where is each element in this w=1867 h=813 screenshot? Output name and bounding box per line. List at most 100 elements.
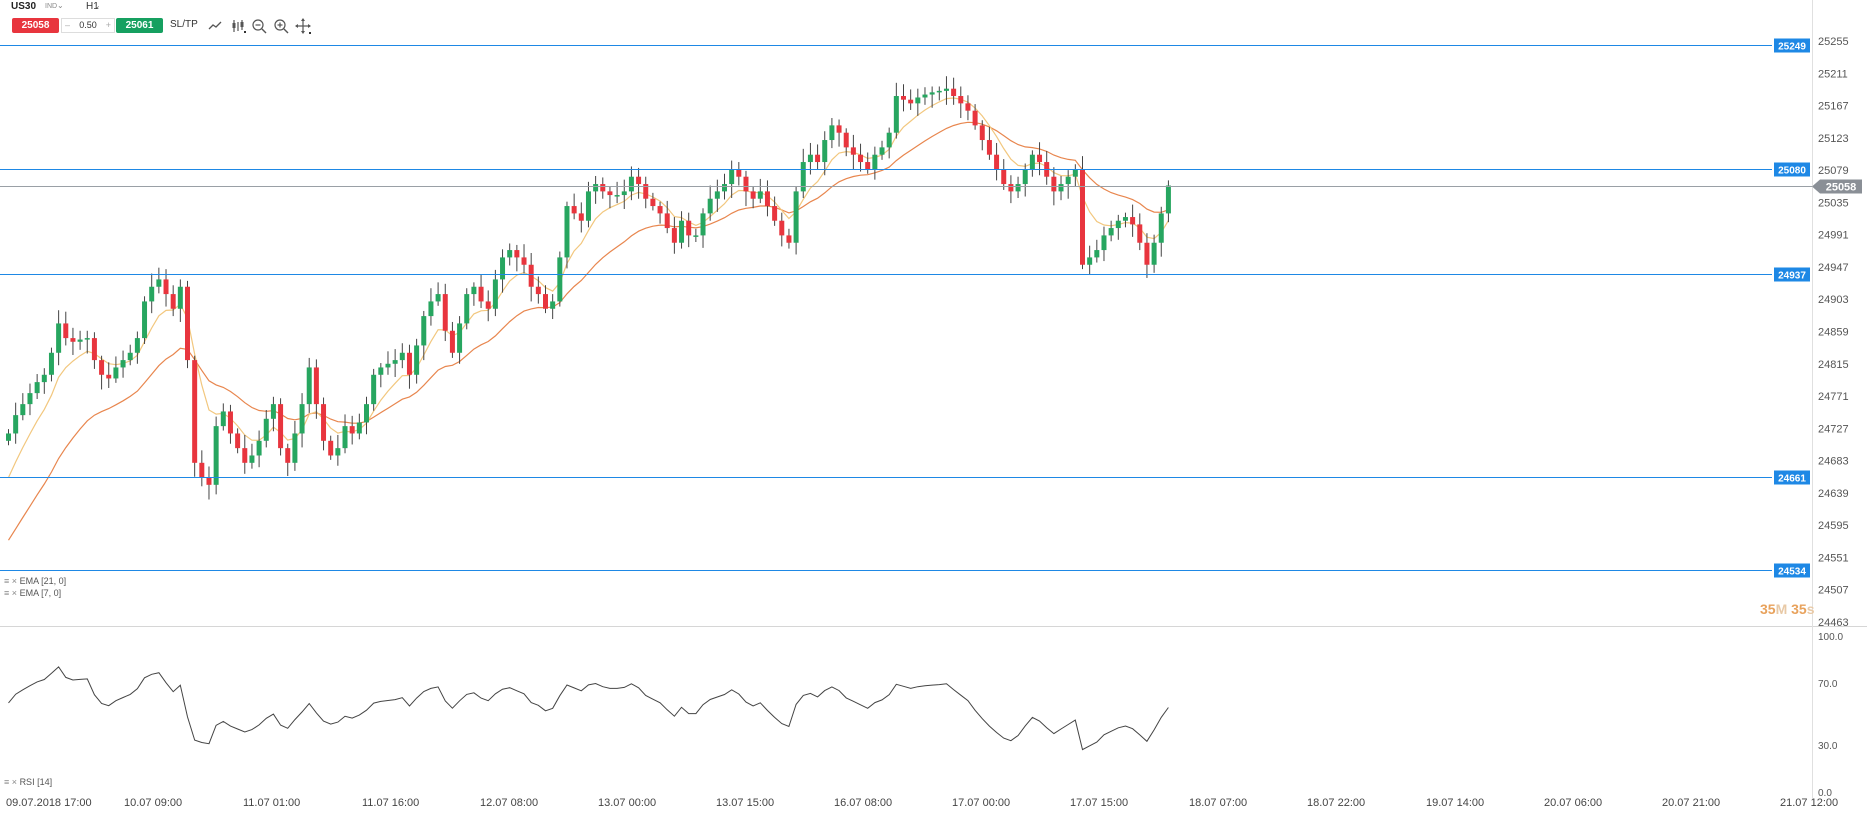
buy-button[interactable]: 25061: [116, 18, 163, 33]
candle-body: [757, 191, 763, 199]
candle-body: [134, 338, 140, 353]
timeframe-selector[interactable]: H1: [86, 1, 99, 12]
level-price-tag[interactable]: [1774, 563, 1810, 578]
lot-size-stepper[interactable]: – 0.50 +: [61, 18, 115, 33]
lot-decrease-button[interactable]: –: [65, 20, 71, 30]
time-tick-label: 21.07 12:00: [1780, 797, 1838, 809]
candle-body: [113, 367, 119, 379]
candle-body: [1051, 176, 1057, 192]
countdown-s: s: [1806, 601, 1815, 617]
candle-body: [478, 286, 484, 302]
candle-body: [442, 294, 448, 331]
candle-body: [585, 191, 591, 221]
ema7-legend[interactable]: ≡ × EMA [7, 0]: [4, 588, 61, 598]
price-tick-label: 24947: [1818, 262, 1849, 274]
candles: [6, 76, 1171, 500]
candle-body: [321, 404, 327, 441]
candle-body: [149, 286, 155, 302]
candle-body: [893, 96, 899, 133]
crosshair-icon[interactable]: [294, 17, 312, 35]
lot-increase-button[interactable]: +: [105, 20, 111, 30]
countdown-seconds: 35: [1791, 601, 1807, 617]
candle-body: [77, 339, 83, 342]
rsi-legend[interactable]: ≡ × RSI [14]: [4, 777, 52, 787]
candle-body: [664, 213, 670, 229]
sell-button[interactable]: 25058: [12, 18, 59, 33]
candle-body: [99, 360, 105, 375]
lot-size-value[interactable]: 0.50: [79, 20, 97, 30]
line-chart-icon[interactable]: [206, 17, 224, 35]
candle-body: [858, 154, 864, 163]
candle-body: [464, 294, 470, 324]
price-axis: 25255 25211 25167 25123 25079 25035 24991 24947…: [1818, 36, 1849, 629]
candle-body: [227, 411, 233, 434]
candle-body: [492, 279, 498, 309]
candle-body: [514, 250, 520, 258]
candle-body: [20, 404, 26, 416]
level-price-tag[interactable]: [1774, 38, 1810, 53]
candle-body: [1130, 217, 1136, 225]
ema21-legend[interactable]: ≡ × EMA [21, 0]: [4, 576, 66, 586]
time-tick-label: 20.07 21:00: [1662, 797, 1720, 809]
close-icon[interactable]: ×: [11, 777, 18, 787]
instrument-bar: US30 IND ⌄ H1 ⌄: [0, 0, 400, 14]
price-tick-label: 24859: [1818, 327, 1849, 339]
candle-body: [220, 411, 226, 427]
price-tick-label: 24507: [1818, 585, 1849, 597]
candle-body: [743, 176, 749, 192]
time-tick-label: 11.07 16:00: [362, 797, 419, 809]
candle-body: [34, 382, 40, 394]
symbol-label[interactable]: US30: [11, 1, 37, 12]
menu-icon[interactable]: ≡: [4, 588, 10, 598]
candle-body: [342, 426, 348, 449]
zoom-out-icon[interactable]: [250, 17, 268, 35]
candle-body: [657, 206, 663, 214]
level-price-tag[interactable]: [1774, 470, 1810, 485]
candle-body: [435, 294, 441, 302]
candle-body: [550, 301, 556, 309]
close-icon[interactable]: ×: [11, 588, 18, 598]
candle-body: [994, 154, 1000, 170]
current-price-label: 25058: [1826, 182, 1857, 194]
candle-body: [1008, 184, 1014, 192]
price-tick-label: 25211: [1818, 68, 1848, 80]
candle-body: [163, 279, 169, 295]
price-tick-label: 24991: [1818, 230, 1849, 242]
menu-icon[interactable]: ≡: [4, 777, 10, 787]
candle-body: [106, 374, 112, 379]
candle-body: [972, 110, 978, 126]
sltp-button[interactable]: SL/TP: [170, 19, 198, 30]
rsi-line: [8, 666, 1169, 751]
candle-body: [91, 338, 97, 361]
candle-body: [249, 455, 255, 463]
trade-bar: 25058 – 0.50 + 25061 SL/TP: [0, 17, 400, 35]
candle-body: [406, 352, 412, 375]
candle-body: [364, 404, 369, 423]
candle-body: [1080, 169, 1085, 265]
candle-body: [306, 367, 312, 405]
level-price-tag[interactable]: [1774, 162, 1810, 177]
time-tick-label: 20.07 06:00: [1544, 797, 1602, 809]
candle-body: [378, 367, 384, 375]
timeframe-dropdown-icon[interactable]: ⌄: [94, 1, 101, 10]
candle-body: [607, 191, 613, 196]
zoom-in-icon[interactable]: [272, 17, 290, 35]
bar-type-icon[interactable]: [229, 17, 247, 35]
close-icon[interactable]: ×: [11, 576, 18, 586]
candle-body: [936, 90, 942, 93]
candle-body: [929, 92, 935, 95]
candle-body: [593, 184, 599, 192]
candle-body: [750, 191, 756, 199]
level-price-tag[interactable]: [1774, 267, 1810, 282]
candle-body: [285, 448, 291, 463]
level-price-label: 25080: [1778, 166, 1806, 177]
candle-body: [850, 147, 856, 155]
candle-body: [13, 415, 19, 434]
symbol-dropdown-icon[interactable]: ⌄: [57, 1, 64, 10]
horizontal-levels[interactable]: 25249 25080 24937 24661 24534 25058: [0, 38, 1862, 578]
candle-body: [528, 264, 534, 287]
level-price-label: 24661: [1778, 474, 1806, 485]
menu-icon[interactable]: ≡: [4, 576, 10, 586]
time-tick-label: 17.07 00:00: [952, 797, 1010, 809]
